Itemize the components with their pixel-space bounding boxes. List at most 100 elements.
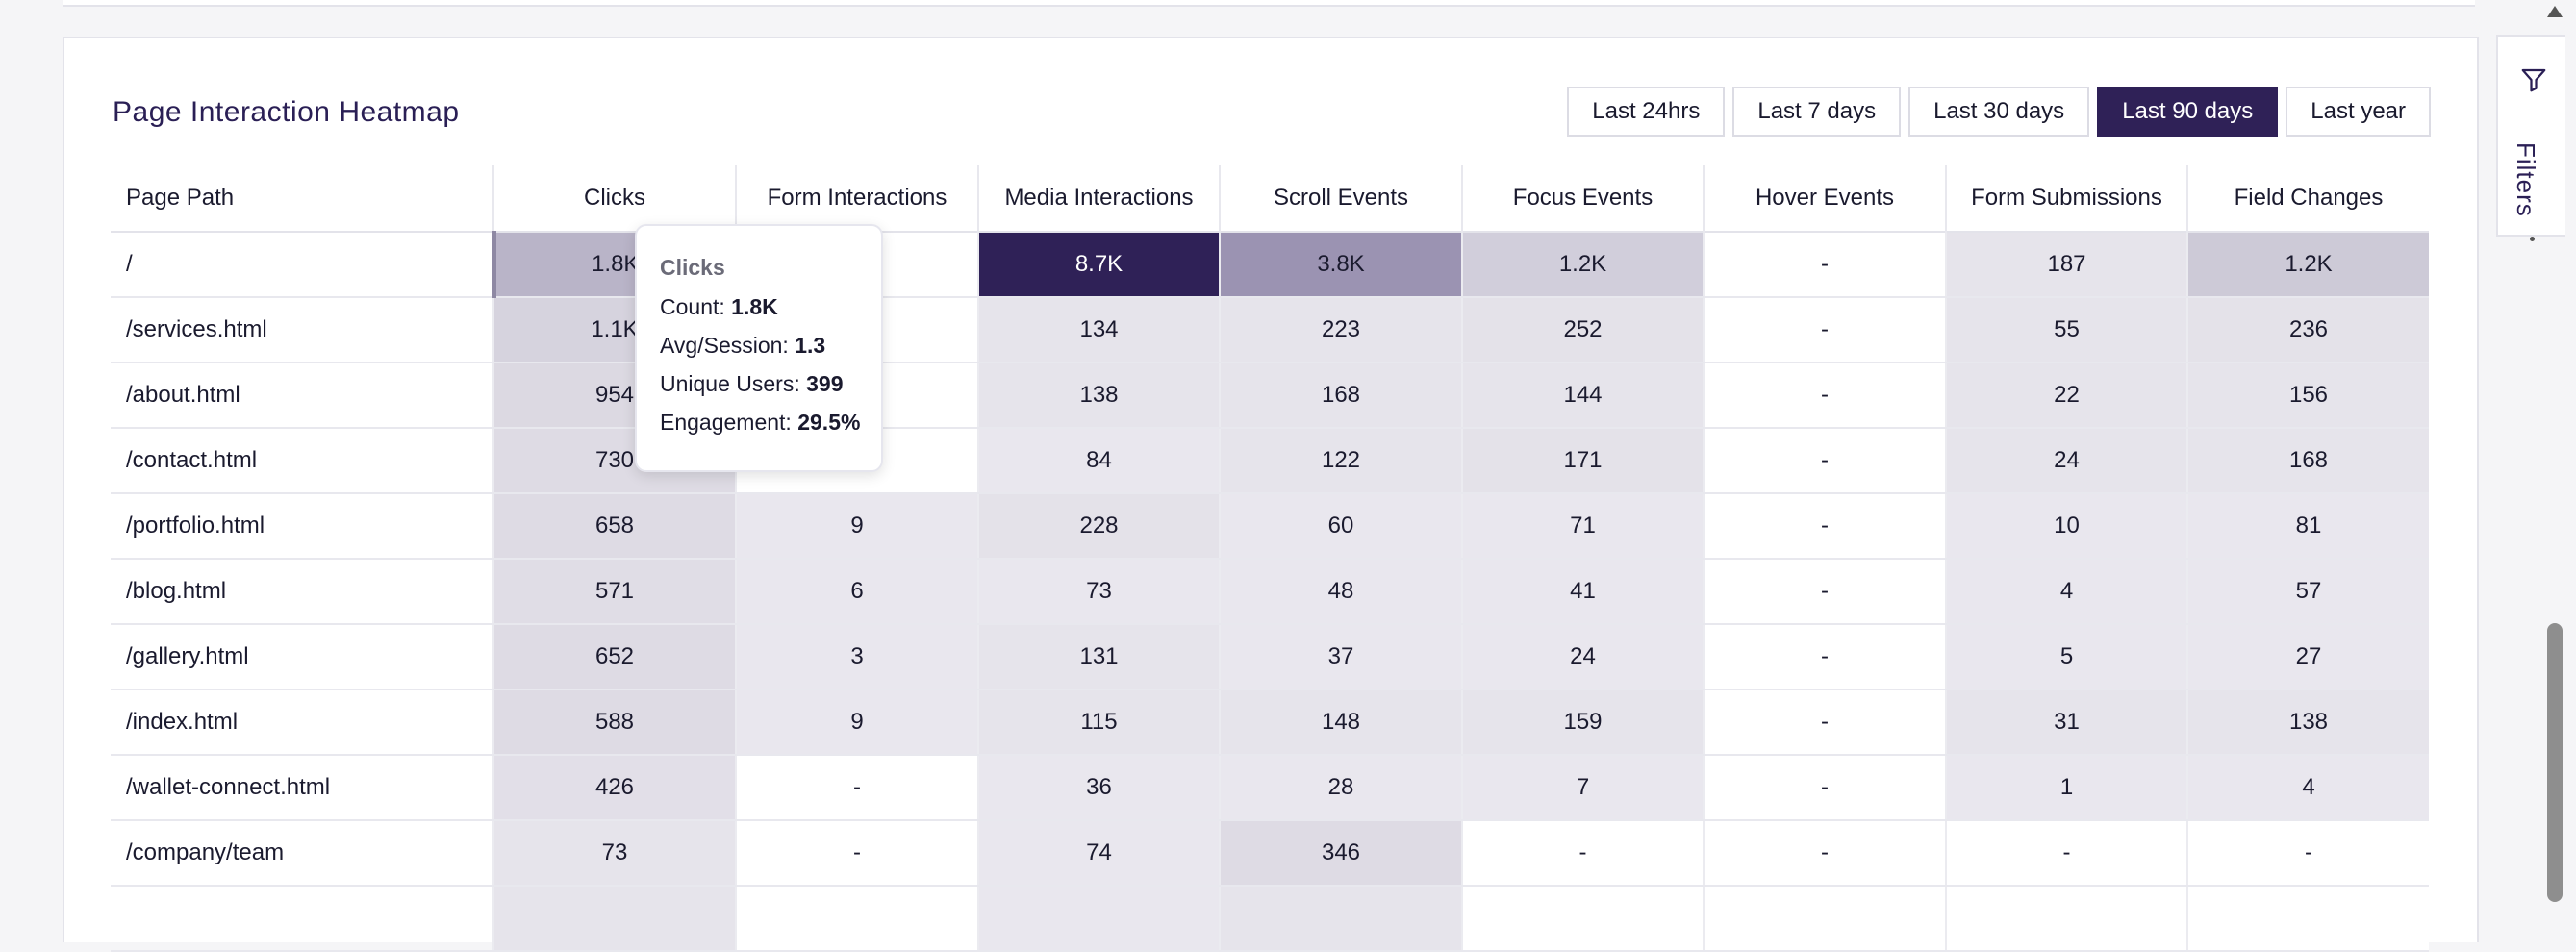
heat-cell-media-interactions[interactable]: 36 bbox=[978, 755, 1221, 821]
heat-cell-hover-events[interactable] bbox=[1704, 886, 1947, 952]
heat-cell-focus-events[interactable]: 71 bbox=[1462, 493, 1705, 560]
heat-cell-hover-events[interactable]: - bbox=[1704, 559, 1947, 625]
heat-cell-media-interactions[interactable]: 73 bbox=[978, 559, 1221, 625]
heat-cell-field-changes[interactable]: - bbox=[2187, 820, 2429, 887]
heat-cell-clicks[interactable]: 571 bbox=[493, 559, 737, 625]
heat-cell-media-interactions[interactable]: 84 bbox=[978, 428, 1221, 494]
heat-cell-focus-events[interactable]: 7 bbox=[1462, 755, 1705, 821]
table-row[interactable]: /wallet-connect.html 426-36 28 7-1 4 bbox=[111, 755, 2429, 821]
table-row[interactable]: /index.html 588 9 115 148 159-31 138 bbox=[111, 689, 2429, 756]
heat-cell-media-interactions[interactable]: 74 bbox=[978, 820, 1221, 887]
heat-cell-clicks[interactable]: 426 bbox=[493, 755, 737, 821]
table-row[interactable]: /services.html 1.1K 134 223 252-55 236 bbox=[111, 297, 2429, 363]
heat-cell-focus-events[interactable]: 24 bbox=[1462, 624, 1705, 690]
range-last-7-days-button[interactable]: Last 7 days bbox=[1732, 87, 1902, 137]
table-row[interactable]: /portfolio.html 658 9 228 60 71-10 81 bbox=[111, 493, 2429, 560]
page-path-cell[interactable]: /gallery.html bbox=[111, 624, 494, 690]
heat-cell-scroll-events[interactable]: 60 bbox=[1220, 493, 1463, 560]
heat-cell-scroll-events[interactable]: 223 bbox=[1220, 297, 1463, 363]
heat-cell-media-interactions[interactable] bbox=[978, 886, 1221, 952]
heat-cell-focus-events[interactable]: 252 bbox=[1462, 297, 1705, 363]
heat-cell-hover-events[interactable]: - bbox=[1704, 428, 1947, 494]
heat-cell-field-changes[interactable]: 27 bbox=[2187, 624, 2429, 690]
heat-cell-field-changes[interactable]: 57 bbox=[2187, 559, 2429, 625]
scrollbar-thumb[interactable] bbox=[2547, 623, 2563, 902]
heat-cell-media-interactions[interactable]: 131 bbox=[978, 624, 1221, 690]
scroll-up-arrow-icon[interactable] bbox=[2547, 6, 2563, 17]
heat-cell-form-submissions[interactable]: 4 bbox=[1946, 559, 2188, 625]
page-path-cell[interactable]: /company/team bbox=[111, 820, 494, 887]
filters-panel-toggle[interactable]: Filters bbox=[2496, 35, 2565, 241]
heat-cell-media-interactions[interactable]: 8.7K bbox=[978, 231, 1221, 298]
heat-cell-form-interactions[interactable]: 9 bbox=[736, 493, 979, 560]
heat-cell-form-interactions[interactable]: 9 bbox=[736, 689, 979, 756]
range-last-year-button[interactable]: Last year bbox=[2286, 87, 2431, 137]
range-last-30-days-button[interactable]: Last 30 days bbox=[1908, 87, 2090, 137]
heat-cell-field-changes[interactable]: 138 bbox=[2187, 689, 2429, 756]
heat-cell-scroll-events[interactable]: 122 bbox=[1220, 428, 1463, 494]
heat-cell-form-submissions[interactable]: 24 bbox=[1946, 428, 2188, 494]
table-row[interactable]: /company/team 73-74 346- - - - bbox=[111, 820, 2429, 887]
page-path-cell[interactable]: /contact.html bbox=[111, 428, 494, 494]
heat-cell-clicks[interactable] bbox=[493, 886, 737, 952]
heat-cell-media-interactions[interactable]: 134 bbox=[978, 297, 1221, 363]
page-path-cell[interactable]: /blog.html bbox=[111, 559, 494, 625]
heat-cell-clicks[interactable]: 652 bbox=[493, 624, 737, 690]
heat-cell-scroll-events[interactable]: 346 bbox=[1220, 820, 1463, 887]
column-header-clicks[interactable]: Clicks bbox=[493, 165, 737, 232]
heat-cell-field-changes[interactable]: 168 bbox=[2187, 428, 2429, 494]
heat-cell-focus-events[interactable]: 41 bbox=[1462, 559, 1705, 625]
heat-cell-form-interactions[interactable] bbox=[736, 886, 979, 952]
column-header-focus-events[interactable]: Focus Events bbox=[1462, 165, 1705, 232]
heat-cell-focus-events[interactable]: 1.2K bbox=[1462, 231, 1705, 298]
heat-cell-form-submissions[interactable]: 1 bbox=[1946, 755, 2188, 821]
heat-cell-clicks[interactable]: 588 bbox=[493, 689, 737, 756]
heat-cell-form-submissions[interactable]: 187 bbox=[1946, 231, 2188, 298]
heat-cell-hover-events[interactable]: - bbox=[1704, 363, 1947, 429]
heat-cell-form-submissions[interactable]: 10 bbox=[1946, 493, 2188, 560]
page-path-cell[interactable] bbox=[111, 886, 494, 952]
range-last-24hrs-button[interactable]: Last 24hrs bbox=[1567, 87, 1726, 137]
heat-cell-hover-events[interactable]: - bbox=[1704, 689, 1947, 756]
heat-cell-form-interactions[interactable]: 3 bbox=[736, 624, 979, 690]
heat-cell-scroll-events[interactable]: 3.8K bbox=[1220, 231, 1463, 298]
heat-cell-form-submissions[interactable] bbox=[1946, 886, 2188, 952]
heat-cell-media-interactions[interactable]: 115 bbox=[978, 689, 1221, 756]
heat-cell-form-submissions[interactable]: 55 bbox=[1946, 297, 2188, 363]
heat-cell-scroll-events[interactable]: 37 bbox=[1220, 624, 1463, 690]
heat-cell-scroll-events[interactable]: 168 bbox=[1220, 363, 1463, 429]
heat-cell-hover-events[interactable]: - bbox=[1704, 493, 1947, 560]
heat-cell-form-interactions[interactable]: 6 bbox=[736, 559, 979, 625]
heat-cell-hover-events[interactable]: - bbox=[1704, 820, 1947, 887]
table-row[interactable]: /about.html 954 138 168 144-22 156 bbox=[111, 363, 2429, 429]
heat-cell-media-interactions[interactable]: 228 bbox=[978, 493, 1221, 560]
heat-cell-hover-events[interactable]: - bbox=[1704, 297, 1947, 363]
heat-cell-hover-events[interactable]: - bbox=[1704, 624, 1947, 690]
heat-cell-field-changes[interactable] bbox=[2187, 886, 2429, 952]
heat-cell-clicks[interactable]: 73 bbox=[493, 820, 737, 887]
heat-cell-form-interactions[interactable]: - bbox=[736, 755, 979, 821]
page-path-cell[interactable]: /wallet-connect.html bbox=[111, 755, 494, 821]
column-header-page-path[interactable]: Page Path bbox=[111, 165, 494, 232]
heat-cell-media-interactions[interactable]: 138 bbox=[978, 363, 1221, 429]
column-header-hover-events[interactable]: Hover Events bbox=[1704, 165, 1947, 232]
column-header-form-submissions[interactable]: Form Submissions bbox=[1946, 165, 2188, 232]
heat-cell-form-submissions[interactable]: 5 bbox=[1946, 624, 2188, 690]
heat-cell-clicks[interactable]: 658 bbox=[493, 493, 737, 560]
heat-cell-focus-events[interactable]: 159 bbox=[1462, 689, 1705, 756]
column-header-media-interactions[interactable]: Media Interactions bbox=[978, 165, 1221, 232]
table-row[interactable]: /contact.html 730 84 122 171-24 168 bbox=[111, 428, 2429, 494]
column-header-field-changes[interactable]: Field Changes bbox=[2234, 185, 2384, 211]
heat-cell-form-submissions[interactable]: 22 bbox=[1946, 363, 2188, 429]
heat-cell-form-submissions[interactable]: 31 bbox=[1946, 689, 2188, 756]
heat-cell-focus-events[interactable]: 171 bbox=[1462, 428, 1705, 494]
heat-cell-scroll-events[interactable]: 148 bbox=[1220, 689, 1463, 756]
heat-cell-field-changes[interactable]: 1.2K bbox=[2187, 231, 2429, 298]
table-row[interactable]: /blog.html 571 6 73 48 41-4 57 bbox=[111, 559, 2429, 625]
column-header-form-interactions[interactable]: Form Interactions bbox=[736, 165, 979, 232]
heat-cell-field-changes[interactable]: 156 bbox=[2187, 363, 2429, 429]
heat-cell-scroll-events[interactable]: 48 bbox=[1220, 559, 1463, 625]
range-last-90-days-button[interactable]: Last 90 days bbox=[2097, 87, 2279, 137]
heat-cell-focus-events[interactable]: 144 bbox=[1462, 363, 1705, 429]
heat-cell-focus-events[interactable] bbox=[1462, 886, 1705, 952]
